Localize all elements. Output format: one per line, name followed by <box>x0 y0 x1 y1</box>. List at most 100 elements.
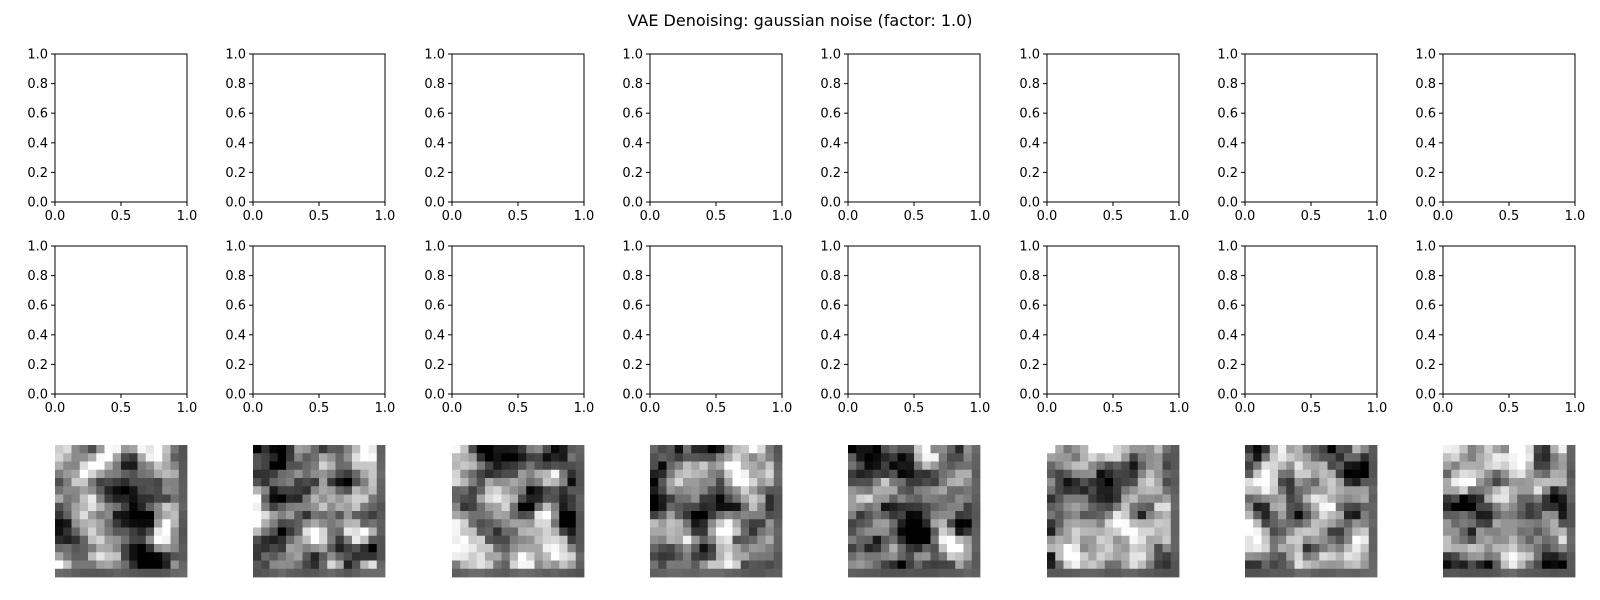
pixel <box>1129 535 1139 545</box>
pixel <box>575 519 585 528</box>
y-tick-label: 0.0 <box>1415 196 1436 211</box>
pixel <box>559 560 568 570</box>
pixel <box>88 527 97 537</box>
pixel <box>1558 461 1568 471</box>
pixel <box>121 552 130 561</box>
pixel <box>1146 445 1155 454</box>
pixel <box>1566 478 1576 487</box>
pixel <box>856 445 865 454</box>
pixel <box>542 445 552 454</box>
y-tick-label: 0.0 <box>27 388 48 403</box>
pixel <box>460 445 469 454</box>
x-tick-label: 0.5 <box>1499 401 1520 416</box>
pixel <box>269 519 279 528</box>
pixel <box>1542 494 1551 504</box>
pixel <box>178 511 188 520</box>
pixel <box>526 552 535 561</box>
pixel <box>905 486 915 495</box>
pixel <box>137 560 147 570</box>
pixel <box>534 560 544 570</box>
pixel <box>1443 445 1452 454</box>
pixel <box>971 478 981 487</box>
x-tick-label: 0.5 <box>1499 209 1520 224</box>
pixel <box>1542 502 1551 512</box>
pixel <box>947 502 956 512</box>
pixel <box>476 544 486 553</box>
pixel <box>1476 469 1485 479</box>
pixel <box>162 453 171 462</box>
pixel <box>1129 502 1139 512</box>
pixel <box>71 494 81 504</box>
pixel <box>485 560 494 570</box>
pixel <box>145 486 155 495</box>
pixel <box>740 535 750 545</box>
pixel <box>129 486 138 495</box>
pixel <box>1137 453 1147 462</box>
pixel <box>145 535 155 545</box>
pixel <box>947 560 956 570</box>
pixel <box>460 511 469 520</box>
pixel <box>914 560 923 570</box>
pixel <box>1253 461 1262 471</box>
pixel <box>1286 478 1295 487</box>
pixel <box>1261 469 1271 479</box>
pixel <box>1467 560 1477 570</box>
pixel <box>1137 445 1147 454</box>
pixel <box>368 535 378 545</box>
pixel <box>1476 478 1485 487</box>
pixel <box>872 453 882 462</box>
pixel <box>154 527 163 537</box>
pixel <box>971 544 981 553</box>
pixel <box>930 461 940 471</box>
pixel <box>1121 527 1130 537</box>
y-tick-label: 0.2 <box>1019 166 1040 181</box>
pixel <box>1500 511 1510 520</box>
pixel <box>277 445 287 454</box>
pixel <box>1104 469 1114 479</box>
pixel <box>1245 527 1254 537</box>
pixel <box>1525 453 1535 462</box>
pixel <box>1071 486 1081 495</box>
pixel <box>905 552 915 561</box>
pixel <box>856 568 865 578</box>
pixel <box>1113 535 1122 545</box>
pixel <box>1509 502 1518 512</box>
pixel <box>947 544 956 553</box>
pixel <box>1302 461 1312 471</box>
pixel <box>129 568 138 578</box>
pixel <box>650 511 659 520</box>
pixel <box>485 445 494 454</box>
pixel <box>1542 445 1551 454</box>
pixel <box>302 511 312 520</box>
pixel <box>650 445 659 454</box>
pixel <box>559 544 568 553</box>
pixel <box>1088 519 1097 528</box>
pixel <box>1509 478 1518 487</box>
pixel <box>1566 453 1576 462</box>
pixel <box>1253 478 1262 487</box>
pixel <box>559 502 568 512</box>
pixel <box>1269 478 1279 487</box>
pixel <box>509 461 519 471</box>
pixel <box>724 469 733 479</box>
pixel <box>1047 535 1056 545</box>
pixel <box>1533 478 1543 487</box>
pixel <box>509 469 519 479</box>
pixel <box>1327 478 1337 487</box>
pixel <box>1253 494 1262 504</box>
pixel <box>963 527 973 537</box>
pixel <box>897 511 907 520</box>
pixel <box>922 544 931 553</box>
pixel <box>96 527 105 537</box>
pixel <box>559 445 568 454</box>
pixel <box>1047 560 1056 570</box>
pixel <box>310 535 320 545</box>
pixel <box>683 544 692 553</box>
x-tick-label: 0.0 <box>45 401 66 416</box>
pixel <box>460 568 469 578</box>
pixel <box>658 568 667 578</box>
pixel <box>1517 461 1526 471</box>
pixel <box>765 560 775 570</box>
pixel <box>955 544 964 553</box>
pixel <box>897 445 907 454</box>
